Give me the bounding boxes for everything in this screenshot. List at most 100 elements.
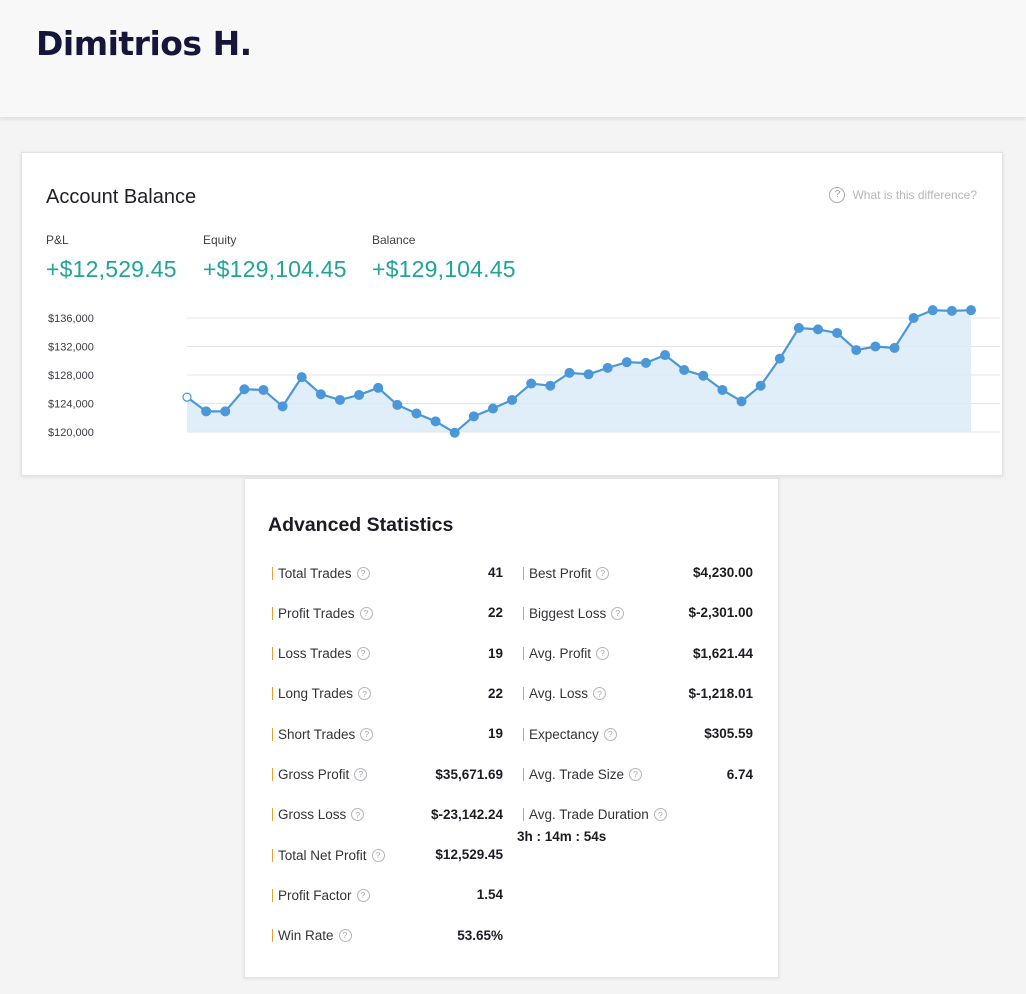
stat-marker [272,929,273,943]
stat-row-win-rate: Win Rate? 53.65% [272,926,503,946]
question-circle-icon[interactable]: ? [354,768,368,781]
stat-label: Total Net Profit [278,847,367,863]
balance-point[interactable] [793,322,804,333]
question-circle-icon[interactable]: ? [596,566,610,580]
balance-point[interactable] [908,313,919,323]
equity-metric: Equity +$129,104.45 [203,233,347,283]
stat-label: Profit Factor [278,887,352,903]
balance-point[interactable] [583,369,594,380]
balance-point[interactable] [889,342,900,353]
stat-label: Short Trades [278,726,356,742]
stat-row-avg-loss: Avg. Loss? $-1,218.01 [523,684,753,704]
balance-point[interactable] [927,305,938,316]
balance-point[interactable] [640,357,651,368]
balance-point[interactable] [487,403,498,414]
balance-point[interactable] [679,365,690,376]
balance-point[interactable] [832,327,843,338]
stat-label: Best Profit [529,565,592,581]
question-circle-icon[interactable]: ? [356,566,370,580]
balance-point[interactable] [870,341,881,352]
stat-row-short-trades: Short Trades? 19 [272,724,503,744]
stat-value: 1.54 [476,887,503,903]
balance-point[interactable] [354,389,365,400]
balance-point[interactable] [315,389,326,400]
stat-marker [523,727,524,741]
question-circle-icon[interactable]: ? [629,768,643,781]
question-circle-icon[interactable]: ? [358,687,372,701]
stat-row-best-profit: Best Profit? $4,230.00 [523,563,753,583]
stat-value: 53.65% [457,927,503,943]
balance-point[interactable] [966,305,976,316]
balance-metric: Balance +$129,104.45 [372,233,516,283]
balance-point[interactable] [430,416,441,427]
balance-point[interactable] [258,384,269,395]
question-circle-icon[interactable]: ? [371,848,385,862]
stat-marker [272,727,273,741]
question-circle-icon[interactable]: ? [359,606,373,620]
stat-marker [272,768,273,781]
balance-point[interactable] [813,324,824,335]
balance-point[interactable] [507,394,518,405]
y-tick-label: $136,000 [48,313,94,325]
stat-marker [523,808,524,822]
question-circle-icon[interactable]: ? [596,647,610,661]
question-circle-icon[interactable]: ? [603,727,617,741]
balance-point[interactable] [411,408,422,419]
balance-point[interactable] [296,372,307,383]
balance-point[interactable] [334,394,345,405]
balance-point[interactable] [468,411,479,422]
stat-row-expectancy: Expectancy? $305.59 [523,724,753,744]
balance-point[interactable] [621,357,632,368]
advanced-statistics-card: Advanced Statistics Total Trades? 41 Profi… [244,478,779,978]
balance-point[interactable] [698,370,709,381]
balance-point[interactable] [220,406,231,417]
balance-point[interactable] [851,345,862,356]
balance-point[interactable] [239,384,250,395]
balance-point[interactable] [201,406,212,417]
stat-value: 6.74 [726,766,753,782]
stat-value: $4,230.00 [692,565,753,580]
balance-point[interactable] [774,353,785,364]
y-tick-label: $132,000 [48,342,94,354]
question-circle-icon[interactable]: ? [338,929,352,943]
balance-point[interactable] [373,382,384,393]
question-circle-icon[interactable]: ? [356,647,370,661]
pl-label: P&L [46,233,69,247]
stat-value: 19 [487,645,503,661]
question-circle-icon[interactable]: ? [611,606,625,620]
balance-point[interactable] [182,392,192,402]
balance-point[interactable] [602,362,613,373]
stat-row-profit-factor: Profit Factor? 1.54 [272,885,503,905]
stat-row-avg-trade-size: Avg. Trade Size? 6.74 [523,765,753,785]
stat-marker [272,848,273,862]
balance-value: +$129,104.45 [372,256,516,282]
stat-value: $12,529.45 [435,847,503,863]
stat-label: Total Trades [278,565,352,581]
balance-point[interactable] [717,384,728,395]
stat-label: Avg. Trade Duration [529,807,649,823]
question-circle-icon[interactable]: ? [653,808,667,822]
question-circle-icon[interactable]: ? [593,687,607,701]
question-circle-icon[interactable]: ? [351,808,365,822]
question-circle-icon[interactable]: ? [360,727,374,741]
balance-label: Balance [372,233,416,247]
balance-point[interactable] [755,380,766,391]
balance-point[interactable] [946,305,957,316]
balance-point[interactable] [526,378,537,389]
stat-row-total-trades: Total Trades? 41 [272,563,503,583]
question-circle-icon[interactable]: ? [356,888,370,902]
balance-point[interactable] [545,380,556,391]
balance-point[interactable] [277,401,288,412]
balance-point[interactable] [736,396,747,407]
y-tick-label: $120,000 [48,427,94,439]
stat-label: Expectancy [529,726,599,742]
balance-point[interactable] [392,399,403,410]
pl-value: +$12,529.45 [46,256,177,282]
stat-marker [272,808,273,822]
difference-help-link[interactable]: ? What is this difference? [829,187,977,203]
stat-row-profit-trades: Profit Trades? 22 [272,603,503,623]
balance-point[interactable] [660,350,671,361]
balance-point[interactable] [564,367,575,378]
balance-point[interactable] [449,427,460,438]
stat-value: $305.59 [704,726,753,742]
